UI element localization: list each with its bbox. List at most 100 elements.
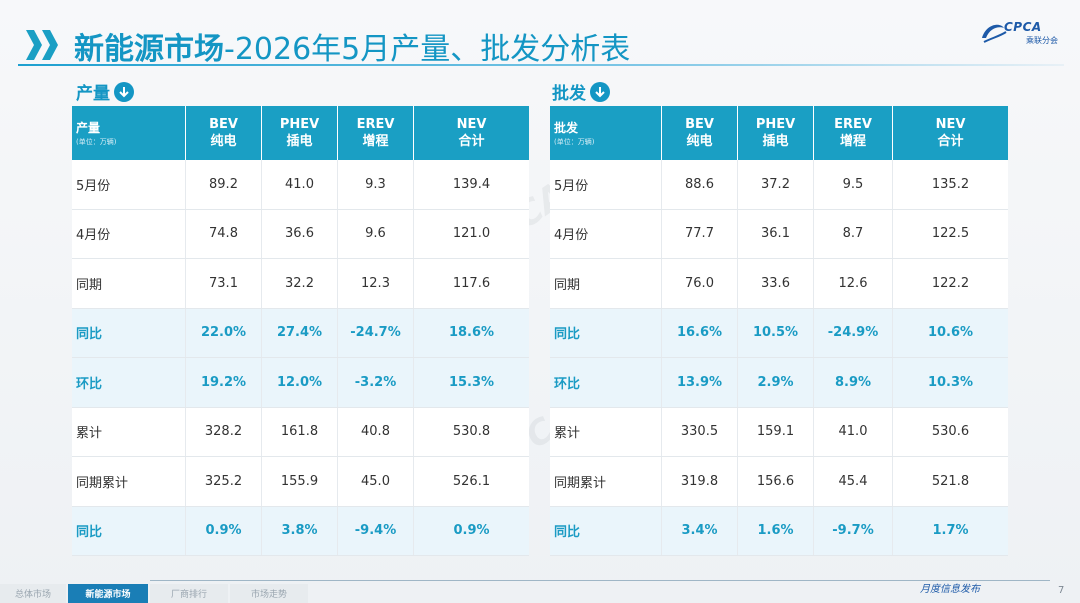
- table-cell: 27.4%: [262, 308, 338, 357]
- table-header: 批发 (单位：万辆) BEV 纯电 PHEV 插电 EREV 增程 NEV 合计: [550, 106, 1008, 160]
- header-name: 增程: [362, 134, 389, 149]
- production-section-heading: 产量: [76, 79, 134, 104]
- cpca-logo: CPCA 乘联分会: [978, 18, 1064, 48]
- header-erev: EREV 增程: [338, 106, 414, 160]
- table-cell: 159.1: [738, 407, 814, 456]
- table-cell: 41.0: [262, 160, 338, 209]
- row-label: 同期: [72, 259, 186, 308]
- header-code: PHEV: [279, 117, 320, 132]
- table-cell: 155.9: [262, 457, 338, 506]
- table-header: 产量 (单位：万辆) BEV 纯电 PHEV 插电 EREV 增程 NEV 合计: [72, 106, 529, 160]
- logo-sub: 乘联分会: [1026, 36, 1058, 45]
- header-corner: 产量 (单位：万辆): [72, 106, 186, 160]
- row-label: 同比: [72, 506, 186, 555]
- header-code: NEV: [456, 117, 487, 132]
- row-label: 累计: [72, 407, 186, 456]
- table-cell: 40.8: [338, 407, 414, 456]
- table-cell: 36.6: [262, 209, 338, 258]
- table-cell: 1.6%: [738, 506, 814, 555]
- row-label: 环比: [550, 358, 662, 407]
- header-name: 增程: [839, 134, 866, 149]
- page-number: 7: [1058, 585, 1065, 596]
- table-row: 同比 3.4% 1.6% -9.7% 1.7%: [550, 506, 1008, 556]
- table-cell: 9.5: [814, 160, 893, 209]
- footer-tagline: 月度信息发布: [920, 584, 980, 595]
- row-label: 同比: [550, 506, 662, 555]
- page-title-main: 新能源市场: [74, 32, 224, 67]
- table-row: 5月份 88.6 37.2 9.5 135.2: [550, 160, 1008, 210]
- table-cell: 12.6: [814, 259, 893, 308]
- header-name: 插电: [762, 134, 789, 149]
- footer-tab[interactable]: 总体市场: [0, 584, 66, 603]
- table-row: 4月份 74.8 36.6 9.6 121.0: [72, 209, 529, 259]
- table-cell: -9.7%: [814, 506, 893, 555]
- table-cell: 135.2: [893, 160, 1008, 209]
- table-cell: 1.7%: [893, 506, 1008, 555]
- page-title: 新能源市场-2026年5月产量、批发分析表: [74, 24, 630, 68]
- row-label: 同期累计: [550, 457, 662, 506]
- table-cell: 12.3: [338, 259, 414, 308]
- table-cell: 45.4: [814, 457, 893, 506]
- header-nev: NEV 合计: [414, 106, 529, 160]
- header-nev: NEV 合计: [893, 106, 1008, 160]
- table-cell: 13.9%: [662, 358, 738, 407]
- header-unit: (单位：万辆): [554, 137, 595, 146]
- table-cell: 73.1: [186, 259, 262, 308]
- table-cell: 325.2: [186, 457, 262, 506]
- table-cell: 139.4: [414, 160, 529, 209]
- cpca-swirl-icon: [982, 24, 1007, 43]
- header-name: 纯电: [210, 134, 237, 149]
- table-cell: 121.0: [414, 209, 529, 258]
- header-code: BEV: [685, 117, 714, 132]
- table-cell: 156.6: [738, 457, 814, 506]
- row-label: 5月份: [550, 160, 662, 209]
- table-row: 同比 0.9% 3.8% -9.4% 0.9%: [72, 506, 529, 556]
- header-corner-label: 批发: [554, 120, 579, 135]
- row-label: 同期: [550, 259, 662, 308]
- header-name: 合计: [937, 134, 964, 149]
- header-name: 合计: [458, 134, 485, 149]
- row-label: 累计: [550, 407, 662, 456]
- table-cell: 77.7: [662, 209, 738, 258]
- footer-tab[interactable]: 新能源市场: [68, 584, 148, 603]
- footer: 总体市场 新能源市场 厂商排行 市场走势 月度信息发布 7: [0, 580, 1080, 603]
- header-name: 插电: [286, 134, 313, 149]
- table-cell: 10.6%: [893, 308, 1008, 357]
- table-cell: 37.2: [738, 160, 814, 209]
- table-cell: 16.6%: [662, 308, 738, 357]
- table-cell: 88.6: [662, 160, 738, 209]
- header-phev: PHEV 插电: [738, 106, 814, 160]
- row-label: 同比: [550, 308, 662, 357]
- header-code: EREV: [356, 117, 395, 132]
- table-cell: 526.1: [414, 457, 529, 506]
- table-cell: 530.8: [414, 407, 529, 456]
- header-bev: BEV 纯电: [662, 106, 738, 160]
- production-table: 产量 (单位：万辆) BEV 纯电 PHEV 插电 EREV 增程 NEV 合计 5月份…: [72, 106, 529, 556]
- table-cell: 10.3%: [893, 358, 1008, 407]
- table-cell: 22.0%: [186, 308, 262, 357]
- table-cell: 0.9%: [414, 506, 529, 555]
- table-cell: 319.8: [662, 457, 738, 506]
- table-row: 环比 19.2% 12.0% -3.2% 15.3%: [72, 358, 529, 408]
- table-cell: 19.2%: [186, 358, 262, 407]
- table-row: 同期 76.0 33.6 12.6 122.2: [550, 259, 1008, 309]
- table-cell: 8.9%: [814, 358, 893, 407]
- table-cell: 9.3: [338, 160, 414, 209]
- row-label: 4月份: [550, 209, 662, 258]
- table-cell: 45.0: [338, 457, 414, 506]
- footer-tab[interactable]: 厂商排行: [150, 584, 228, 603]
- chevron-right-icon: [42, 30, 58, 60]
- table-cell: 530.6: [893, 407, 1008, 456]
- table-cell: 122.2: [893, 259, 1008, 308]
- row-label: 4月份: [72, 209, 186, 258]
- table-cell: -24.7%: [338, 308, 414, 357]
- table-cell: 330.5: [662, 407, 738, 456]
- footer-divider: [150, 580, 1050, 581]
- table-row: 同期 73.1 32.2 12.3 117.6: [72, 259, 529, 309]
- table-cell: 122.5: [893, 209, 1008, 258]
- footer-tab[interactable]: 市场走势: [230, 584, 308, 603]
- table-cell: 9.6: [338, 209, 414, 258]
- table-row: 同期累计 319.8 156.6 45.4 521.8: [550, 457, 1008, 507]
- header-code: NEV: [935, 117, 966, 132]
